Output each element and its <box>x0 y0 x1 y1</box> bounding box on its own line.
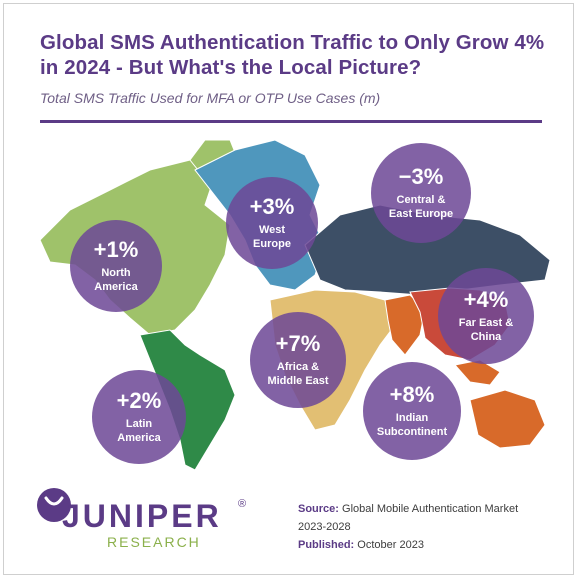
bubble-latin-america: +2% Latin America <box>92 370 186 464</box>
map-region-australia <box>469 389 546 449</box>
bubble-region-line1: West <box>258 224 286 236</box>
bubble-far-east-china: +4% Far East & China <box>438 268 534 364</box>
logo-subtitle: RESEARCH <box>107 534 201 550</box>
logo-registered-mark: ® <box>238 498 247 510</box>
published-text: October 2023 <box>357 539 424 551</box>
bubble-value: −3% <box>398 164 444 189</box>
bubble-region-line2: America <box>94 281 138 293</box>
bubble-value: +8% <box>389 382 435 407</box>
bubble-region-line2: Europe <box>253 238 291 250</box>
bubble-region-line1: Africa & <box>276 361 320 373</box>
juniper-logo-icon <box>37 488 71 522</box>
bubble-region-line2: America <box>117 432 161 444</box>
bubble-value: +3% <box>249 194 295 219</box>
logo-wordmark: JUNIPER <box>62 498 222 534</box>
bubble-north-america: +1% North America <box>70 220 162 312</box>
juniper-leaf-icon <box>44 496 64 506</box>
bubble-central-east-europe: −3% Central & East Europe <box>371 143 471 243</box>
bubble-region-line1: North <box>101 267 131 279</box>
bubble-region-line2: China <box>470 331 502 343</box>
bubble-west-europe: +3% West Europe <box>226 177 318 269</box>
chart-title: Global SMS Authentication Traffic to Onl… <box>40 31 545 79</box>
bubble-value: +7% <box>275 331 321 356</box>
bubble-africa-middle-east: +7% Africa & Middle East <box>250 312 346 408</box>
source-label: Source: <box>298 503 339 515</box>
bubble-region-line2: Middle East <box>267 375 329 387</box>
bubble-indian-subcontinent: +8% Indian Subcontinent <box>363 362 461 460</box>
source-text: Global Mobile Authentication Market 2023… <box>298 503 519 533</box>
published-label: Published: <box>298 539 355 551</box>
bubble-region-line1: Central & <box>396 194 446 206</box>
chart-subtitle: Total SMS Traffic Used for MFA or OTP Us… <box>40 90 381 106</box>
map-region-southeast-asia <box>454 359 501 386</box>
bubble-region-line1: Indian <box>395 412 429 424</box>
title-divider <box>40 120 542 123</box>
bubble-region-line2: Subcontinent <box>376 426 448 438</box>
bubble-value: +1% <box>93 237 139 262</box>
source-block: Source: Global Mobile Authentication Mar… <box>298 500 548 554</box>
bubble-region-line1: Latin <box>125 418 153 430</box>
bubble-region-line2: East Europe <box>388 208 454 220</box>
bubble-value: +4% <box>463 287 509 312</box>
bubble-region-line1: Far East & <box>458 317 514 329</box>
bubble-value: +2% <box>116 388 162 413</box>
